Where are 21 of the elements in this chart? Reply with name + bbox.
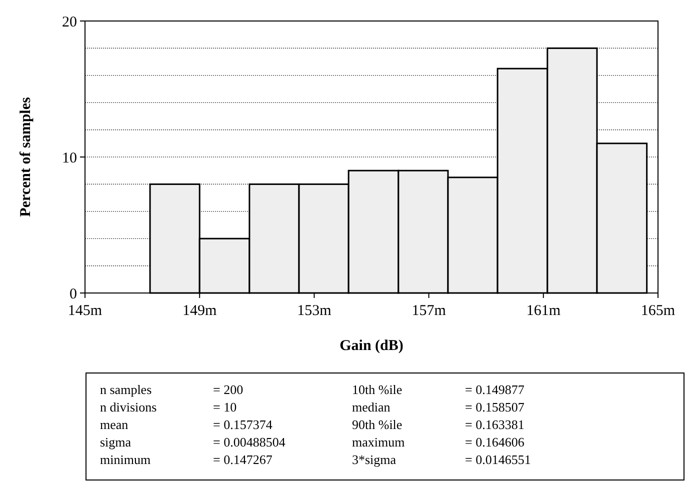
x-tick-label: 145m bbox=[68, 303, 102, 319]
text: 10th %ile = 0.149877 bbox=[352, 382, 524, 397]
text: minimum = 0.147267 bbox=[100, 452, 272, 467]
x-axis-title: Gain (dB) bbox=[340, 338, 404, 354]
text: maximum = 0.164606 bbox=[352, 434, 524, 450]
text: 90th %ile = 0.163381 bbox=[352, 417, 524, 432]
x-tick-label: 157m bbox=[412, 303, 446, 319]
text: n divisions = 10 bbox=[100, 400, 237, 414]
text: n samples = 200 bbox=[100, 382, 244, 397]
text: mean = 0.157374 bbox=[100, 417, 272, 432]
x-tick-label: 161m bbox=[526, 303, 561, 319]
text: median = 0.158507 bbox=[352, 400, 524, 414]
x-tick-label: 149m bbox=[182, 303, 218, 319]
text: sigma = 0.00488504 bbox=[100, 434, 286, 450]
y-tick-label: 20 bbox=[62, 14, 77, 30]
y-axis-title: Percent of samples bbox=[18, 96, 34, 217]
y-tick-label: 0 bbox=[70, 286, 77, 302]
text: 3*sigma = 0.0146551 bbox=[352, 452, 531, 467]
x-tick-label: 153m bbox=[297, 303, 332, 319]
y-tick-label: 10 bbox=[62, 150, 77, 166]
x-tick-label: 165m bbox=[640, 303, 676, 319]
